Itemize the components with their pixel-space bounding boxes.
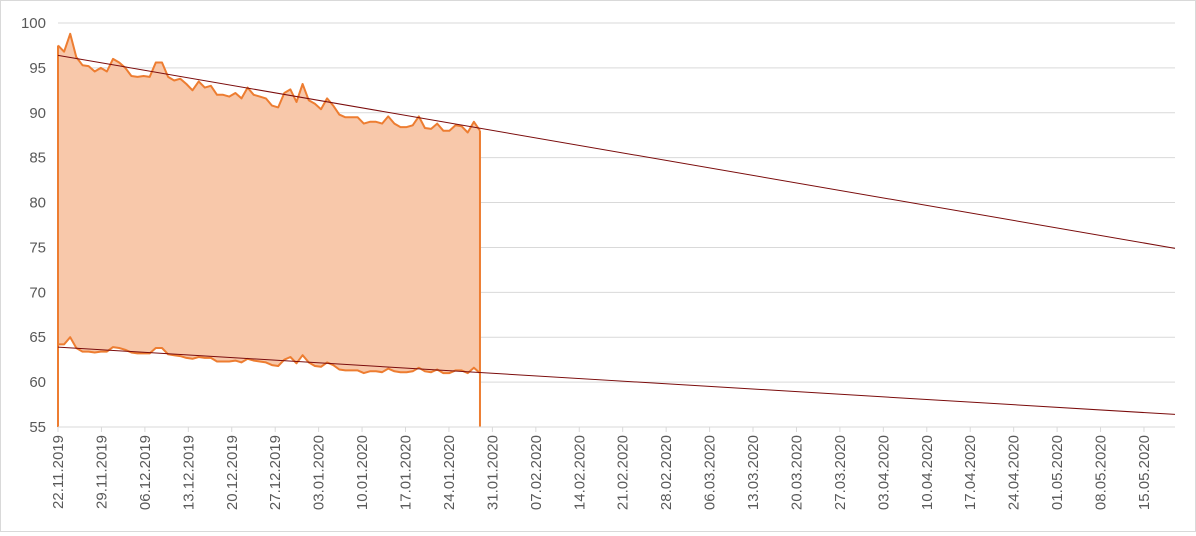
x-tick-label: 27.12.2019	[267, 435, 284, 510]
trend-line	[57, 346, 1176, 415]
trend-lines	[57, 54, 1176, 415]
x-tick-label: 08.05.2020	[1093, 435, 1110, 510]
y-tick-label: 60	[29, 374, 46, 391]
x-tick-label: 14.02.2020	[571, 435, 588, 510]
x-tick-label: 10.01.2020	[354, 435, 371, 510]
y-tick-label: 55	[29, 419, 46, 436]
x-tick-label: 17.04.2020	[962, 435, 979, 510]
x-tick-label: 17.01.2020	[398, 435, 415, 510]
x-tick-label: 29.11.2019	[93, 435, 110, 509]
x-tick-label: 24.01.2020	[441, 435, 458, 510]
x-tick-label: 21.02.2020	[615, 435, 632, 510]
y-tick-label: 75	[29, 239, 46, 256]
series-line	[57, 32, 481, 134]
x-tick-label: 10.04.2020	[919, 435, 936, 510]
x-tick-label: 07.02.2020	[528, 435, 545, 510]
x-tick-label: 15.05.2020	[1136, 435, 1153, 510]
y-tick-label: 65	[29, 329, 46, 346]
x-tick-label: 31.01.2020	[484, 435, 501, 510]
x-tick-label: 13.12.2019	[180, 435, 197, 510]
x-tick-label: 28.02.2020	[658, 435, 675, 510]
area-mask	[58, 337, 480, 427]
x-tick-label: 20.12.2019	[224, 435, 241, 510]
trend-line	[57, 54, 1176, 249]
x-axis: 22.11.2019 29.11.2019 06.12.2019 13.12.2019…	[50, 426, 1175, 510]
x-tick-label: 03.01.2020	[311, 435, 328, 510]
series-band	[58, 33, 480, 428]
x-tick-label: 20.03.2020	[788, 435, 805, 510]
y-tick-label: 85	[29, 150, 46, 167]
x-tick-label: 22.11.2019	[50, 435, 67, 509]
area-fill	[58, 33, 480, 428]
y-tick-label: 95	[29, 60, 46, 77]
x-tick-label: 13.03.2020	[745, 435, 762, 510]
x-tick-label: 03.04.2020	[875, 435, 892, 510]
x-tick-label: 06.12.2019	[137, 435, 154, 510]
y-tick-label: 70	[29, 284, 46, 301]
y-axis: 55 60 65 70 75 80 85 90 95 100	[21, 15, 46, 436]
x-tick-label: 24.04.2020	[1006, 435, 1023, 510]
y-tick-label: 90	[29, 105, 46, 122]
x-tick-label: 06.03.2020	[702, 435, 719, 510]
y-tick-label: 100	[21, 15, 46, 32]
x-tick-label: 01.05.2020	[1049, 435, 1066, 510]
y-tick-label: 80	[29, 195, 46, 212]
series-lines	[57, 32, 481, 427]
x-tick-label: 27.03.2020	[832, 435, 849, 510]
